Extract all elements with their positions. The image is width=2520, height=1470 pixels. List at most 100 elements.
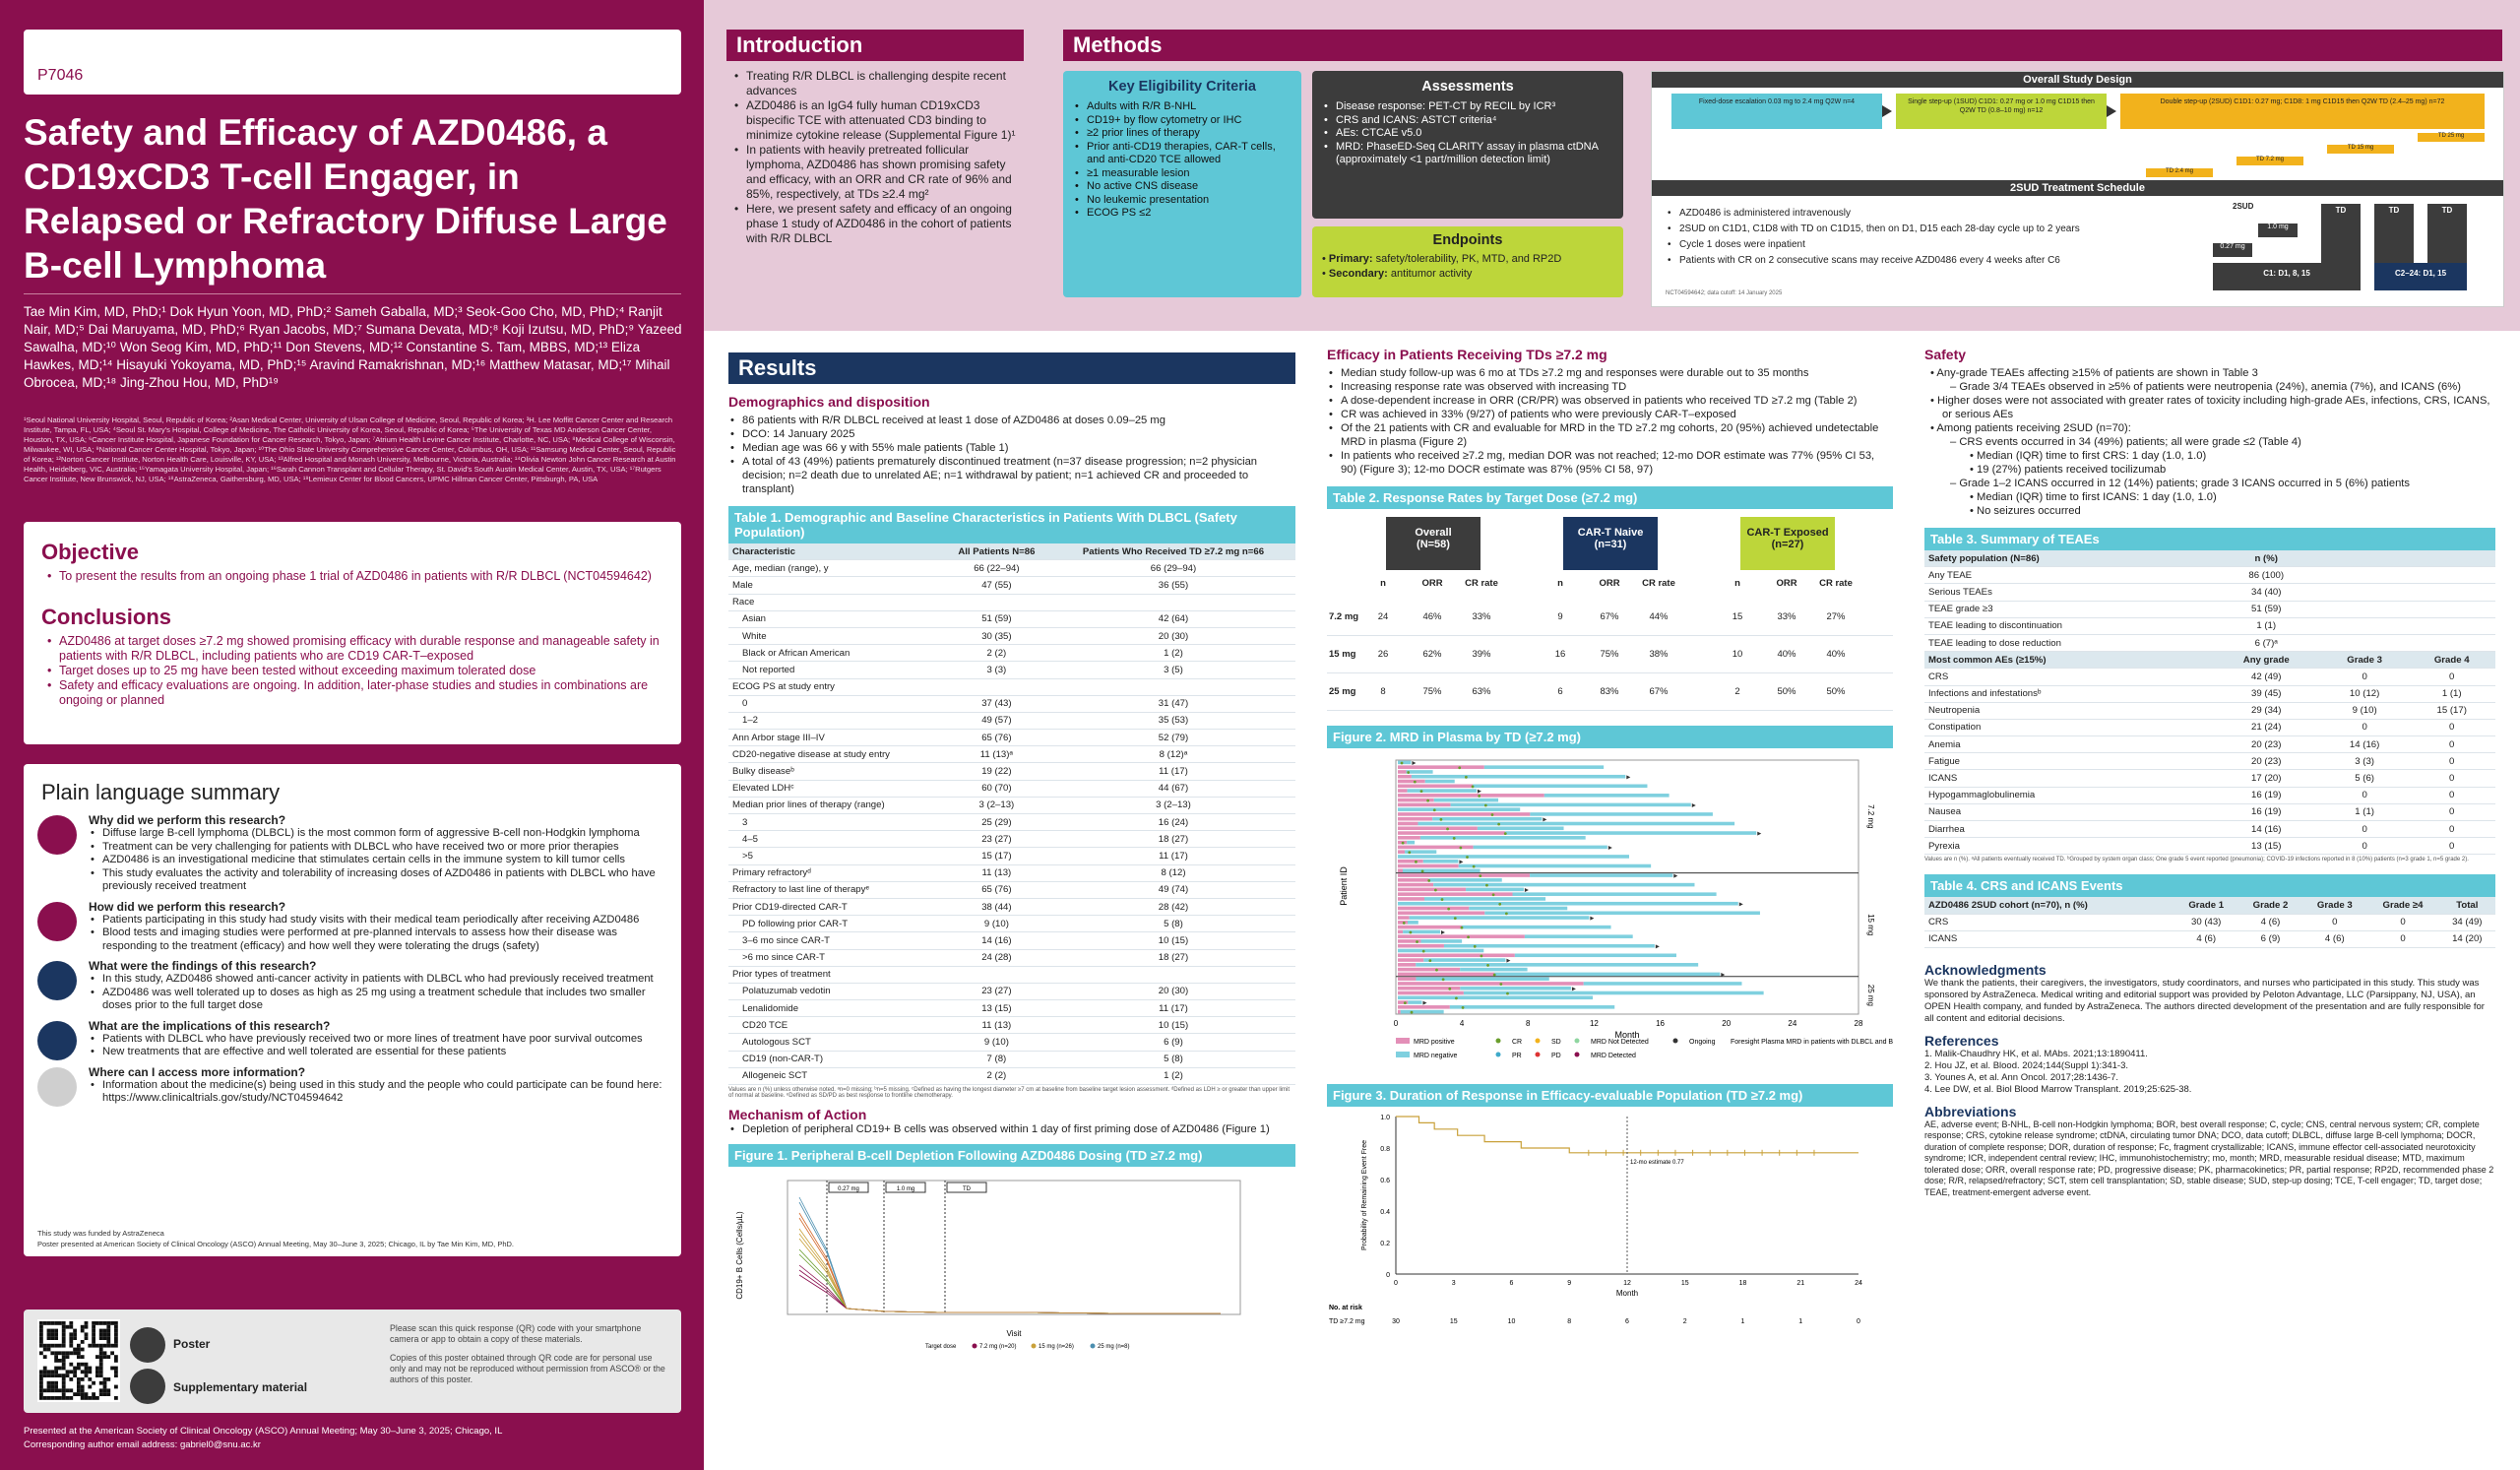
fig2-mrd-negative-bar	[1450, 802, 1691, 807]
refs-list: 1. Malik-Chaudhry HK, et al. MAbs. 2021;…	[1924, 1049, 2495, 1096]
fig2-ongoing-arrow	[1571, 987, 1576, 991]
table-cell: 21 (24)	[2211, 719, 2321, 737]
fig2-response-marker	[1452, 837, 1456, 840]
fig2-mrd-positive-bar	[1398, 878, 1429, 882]
pls-answer-list: Diffuse large B-cell lymphoma (DLBCL) is…	[89, 827, 673, 894]
group-name: CAR-T Exposed	[1746, 527, 1829, 539]
fig2-ongoing-arrow	[1673, 873, 1678, 878]
fig2-ongoing-arrow	[1524, 887, 1529, 892]
table-header-cell: AZD0486 2SUD cohort (n=70), n (%)	[1924, 897, 2174, 915]
pls-question: What are the implications of this resear…	[89, 1018, 331, 1033]
fig2-response-marker	[1439, 817, 1443, 821]
fig2-response-marker	[1448, 987, 1452, 991]
table2-subheader: CR rate	[1819, 578, 1853, 589]
table2-cell: 83%	[1600, 686, 1619, 697]
poster-label: Poster	[173, 1337, 211, 1351]
fig2-response-marker	[1408, 851, 1412, 855]
fig2-mrd-positive-bar	[1398, 826, 1478, 831]
eligibility-item: Prior anti-CD19 therapies, CAR-T cells, …	[1073, 141, 1292, 167]
table-cell: 20 (30)	[1050, 983, 1295, 1001]
fig2-mrd-negative-bar	[1423, 958, 1506, 962]
table-row: Hypogammaglobulinemia 16 (19) 0 0	[1924, 787, 2495, 804]
fig3-xtick: 9	[1567, 1280, 1571, 1287]
assessment-item: Disease response: PET-CT by RECIL by ICR…	[1322, 100, 1613, 114]
fig2-xtick: 12	[1590, 1019, 1599, 1028]
table-row: Asian 51 (59) 42 (64)	[728, 610, 1295, 628]
table-cell: White	[728, 627, 942, 646]
fig2-response-marker	[1491, 893, 1495, 897]
fig2-legend-label: Foresight Plasma MRD in patients with DL…	[1731, 1039, 1893, 1046]
table-cell: 35 (53)	[1050, 712, 1295, 731]
pls-answer-item: In this study, AZD0486 showed anti-cance…	[89, 973, 673, 987]
fig2-mrd-negative-bar	[1473, 845, 1607, 850]
table-row: >5 15 (17) 11 (17)	[728, 847, 1295, 865]
pls-heading: Plain language summary	[41, 780, 281, 804]
table-row: PD following prior CAR-T 9 (10) 5 (8)	[728, 915, 1295, 933]
fig2-response-marker	[1413, 780, 1417, 784]
table2-cell: 75%	[1600, 649, 1619, 660]
eligibility-item: CD19+ by flow cytometry or IHC	[1073, 114, 1292, 128]
fig2-xtick: 0	[1394, 1019, 1399, 1028]
table-cell	[2408, 601, 2495, 618]
demographics-item: DCO: 14 January 2025	[728, 427, 1295, 441]
primary-label: Primary:	[1328, 253, 1373, 265]
pls-answer-list: Patients with DLBCL who have previously …	[89, 1033, 673, 1059]
sud-item: Patients with CR on 2 consecutive scans …	[1666, 253, 2158, 269]
demographics-heading: Demographics and disposition	[728, 394, 930, 410]
table2-cell: 67%	[1649, 686, 1669, 697]
fig2-legend-label: PR	[1512, 1053, 1522, 1059]
fig2-response-marker	[1473, 944, 1477, 948]
table2-cell: 46%	[1422, 611, 1442, 622]
table-row: ICANS 4 (6) 6 (9) 4 (6) 0 14 (20)	[1924, 930, 2495, 948]
fig2-response-marker	[1409, 930, 1413, 934]
safety-item: • No seizures occurred	[1970, 505, 2081, 517]
table-row: Ann Arbor stage III–IV 65 (76) 52 (79)	[728, 729, 1295, 747]
figure3-chart: 1.00.80.60.40.200 3 6 9 12 15 18 21 24MonthProba…	[1329, 1115, 1862, 1325]
fig2-ongoing-arrow	[1412, 760, 1417, 765]
table-cell: 3 (3)	[941, 661, 1051, 679]
fig2-mrd-positive-bar	[1398, 943, 1444, 948]
fig2-mrd-negative-bar	[1461, 925, 1611, 929]
fig2-mrd-positive-bar	[1398, 887, 1467, 892]
table-cell: Any TEAE	[1924, 566, 2212, 585]
table-cell: 44 (67)	[1050, 780, 1295, 798]
pls-question: What were the findings of this research?	[89, 959, 317, 973]
table2-cell: 62%	[1422, 649, 1442, 660]
table-cell: 20 (23)	[2211, 735, 2321, 754]
table2-subheader: ORR	[1776, 578, 1797, 589]
pls-section: What are the implications of this resear…	[33, 1018, 673, 1060]
fig1-legend-swatch	[972, 1343, 977, 1349]
safety-heading: Safety	[1924, 347, 1967, 362]
table-row: Primary refractoryᵈ 11 (13) 8 (12)	[728, 864, 1295, 882]
table-cell: Infections and infestationsᵇ	[1924, 685, 2212, 703]
secondary-label: Secondary:	[1328, 268, 1388, 280]
fig2-mrd-negative-bar	[1483, 765, 1605, 769]
table-cell: 5 (6)	[2320, 769, 2409, 788]
table1: Characteristic All Patients N=86 Patients …	[728, 543, 1295, 1086]
table-header-cell: Safety population (N=86)	[1924, 550, 2212, 568]
objective-list: To present the results from an ongoing p…	[45, 569, 656, 584]
fig3-xtick: 24	[1855, 1280, 1862, 1287]
fig2-xtick: 16	[1656, 1019, 1665, 1028]
table-cell: 11 (17)	[1050, 847, 1295, 865]
fig2-response-marker	[1464, 775, 1468, 779]
abbr-heading: Abbreviations	[1924, 1103, 2017, 1119]
fig2-legend-label: MRD negative	[1414, 1053, 1457, 1059]
fig2-response-marker	[1478, 795, 1481, 798]
fig2-mrd-negative-bar	[1408, 1000, 1422, 1004]
fig2-mrd-positive-bar	[1398, 873, 1531, 877]
qr-code-icon[interactable]	[37, 1319, 120, 1402]
table-cell: Age, median (range), y	[728, 559, 942, 578]
fig2-mrd-positive-bar	[1398, 882, 1434, 887]
table-cell	[2320, 566, 2409, 585]
table2-subheader: n	[1734, 578, 1740, 589]
table-row: 3 25 (29) 16 (24)	[728, 813, 1295, 832]
table-header-cell: Most common AEs (≥15%)	[1924, 651, 2212, 670]
intro-item: Here, we present safety and efficacy of …	[732, 202, 1024, 246]
table2-cell: 9	[1557, 611, 1563, 622]
fig2-mrd-positive-bar	[1398, 845, 1474, 850]
fig2-mrd-positive-bar	[1398, 850, 1406, 854]
fig3-xtick: 18	[1739, 1280, 1747, 1287]
fig3-risk-value: 15	[1450, 1318, 1458, 1325]
table-row: Male 47 (55) 36 (55)	[728, 576, 1295, 595]
